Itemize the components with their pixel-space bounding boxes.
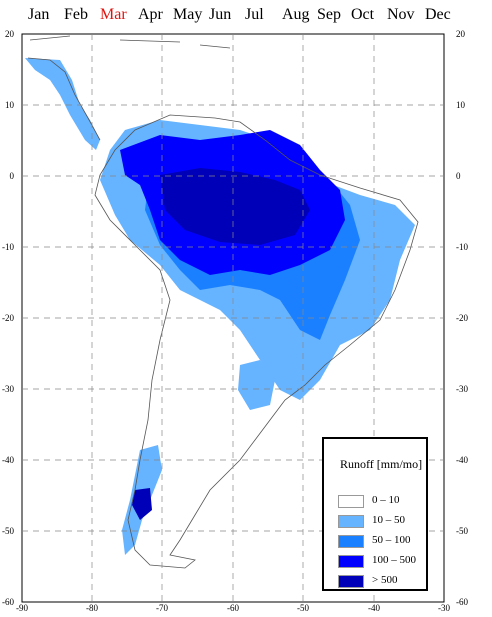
lat-tick-label-right: 0 bbox=[456, 171, 461, 181]
lon-tick-label: -90 bbox=[16, 603, 28, 613]
lat-tick-label-left: -50 bbox=[2, 526, 14, 536]
lat-tick-label-left: -10 bbox=[2, 242, 14, 252]
month-sep[interactable]: Sep bbox=[317, 6, 341, 23]
month-aug[interactable]: Aug bbox=[282, 6, 310, 23]
lat-tick-label-right: 20 bbox=[456, 29, 466, 39]
month-selector: Jan Feb Mar Apr May Jun Jul Aug Sep Oct … bbox=[0, 0, 492, 30]
month-jun[interactable]: Jun bbox=[209, 6, 232, 23]
lat-tick-label-right: -20 bbox=[456, 313, 468, 323]
legend-swatch bbox=[338, 535, 364, 548]
legend-item: 0 – 10 bbox=[338, 494, 428, 509]
month-apr[interactable]: Apr bbox=[138, 6, 163, 23]
axis-labels: -90 -80 -70 -60 -50 -40 -30 20 10 0 -10 … bbox=[2, 29, 468, 613]
month-jan[interactable]: Jan bbox=[28, 6, 50, 23]
legend-swatch bbox=[338, 495, 364, 508]
legend-item: > 500 bbox=[338, 574, 428, 589]
legend-swatch bbox=[338, 515, 364, 528]
legend: Runoff [mm/mo] 0 – 10 10 – 50 50 – 100 1… bbox=[322, 437, 428, 591]
legend-label: 0 – 10 bbox=[372, 494, 400, 506]
legend-label: 50 – 100 bbox=[372, 534, 411, 546]
central-america-coast bbox=[27, 35, 231, 141]
lat-tick-label-right: -30 bbox=[456, 384, 468, 394]
month-mar[interactable]: Mar bbox=[100, 6, 127, 23]
lat-tick-label-left: 10 bbox=[5, 100, 15, 110]
lat-tick-label-left: -60 bbox=[2, 597, 14, 607]
legend-item: 10 – 50 bbox=[338, 514, 428, 529]
lon-tick-label: -40 bbox=[368, 603, 380, 613]
lat-tick-label-right: -60 bbox=[456, 597, 468, 607]
month-dec[interactable]: Dec bbox=[425, 6, 451, 23]
month-may[interactable]: May bbox=[173, 6, 203, 23]
legend-item: 50 – 100 bbox=[338, 534, 428, 549]
lat-tick-label-left: 0 bbox=[10, 171, 15, 181]
lat-tick-label-left: -30 bbox=[2, 384, 14, 394]
coastlines bbox=[27, 35, 419, 569]
lat-tick-label-left: 20 bbox=[5, 29, 15, 39]
month-nov[interactable]: Nov bbox=[387, 6, 415, 23]
legend-swatch bbox=[338, 575, 364, 588]
lat-tick-label-left: -40 bbox=[2, 455, 14, 465]
lat-tick-label-right: 10 bbox=[456, 100, 466, 110]
lon-tick-label: -30 bbox=[438, 603, 450, 613]
lon-tick-label: -60 bbox=[227, 603, 239, 613]
lon-tick-label: -50 bbox=[297, 603, 309, 613]
month-feb[interactable]: Feb bbox=[64, 6, 88, 23]
legend-label: 100 – 500 bbox=[372, 554, 416, 566]
runoff-over-500-region bbox=[160, 168, 310, 245]
lon-tick-label: -70 bbox=[156, 603, 168, 613]
legend-label: 10 – 50 bbox=[372, 514, 405, 526]
lat-tick-label-left: -20 bbox=[2, 313, 14, 323]
lon-tick-label: -80 bbox=[86, 603, 98, 613]
south-america-coast bbox=[94, 114, 419, 569]
lat-tick-label-right: -10 bbox=[456, 242, 468, 252]
month-oct[interactable]: Oct bbox=[351, 6, 375, 23]
lat-tick-label-right: -40 bbox=[456, 455, 468, 465]
legend-title: Runoff [mm/mo] bbox=[340, 457, 423, 471]
lat-tick-label-right: -50 bbox=[456, 526, 468, 536]
runoff-patagonia-dark bbox=[132, 488, 152, 520]
legend-swatch bbox=[338, 555, 364, 568]
legend-label: > 500 bbox=[372, 574, 398, 586]
runoff-layer bbox=[25, 58, 415, 555]
runoff-argentina-patch bbox=[238, 360, 275, 410]
month-jul[interactable]: Jul bbox=[245, 6, 264, 23]
legend-item: 100 – 500 bbox=[338, 554, 428, 569]
runoff-central-america bbox=[25, 58, 100, 150]
